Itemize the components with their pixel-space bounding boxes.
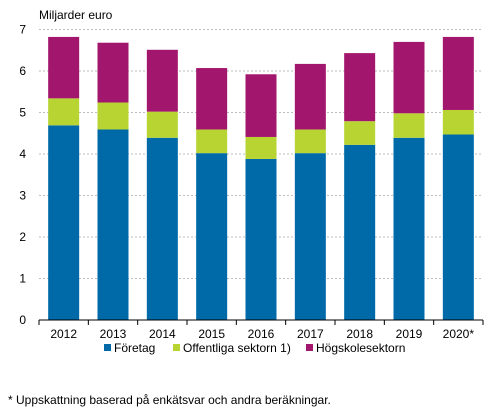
bar-segment: [146, 111, 178, 138]
legend-swatch: [173, 344, 180, 351]
x-tick-label: 2017: [297, 327, 324, 341]
bar-segment: [97, 102, 129, 130]
footnote: * Uppskattning baserad på enkätsvar och …: [8, 393, 331, 407]
bar-segment: [146, 137, 178, 320]
y-tick-label: 0: [19, 313, 26, 327]
bar-segment: [245, 158, 277, 320]
bar-segment: [344, 121, 376, 145]
x-tick-label: 2015: [198, 327, 225, 341]
legend-label: Företag: [114, 341, 155, 355]
bar-segment: [196, 129, 228, 154]
y-tick-label: 7: [19, 22, 26, 36]
legend: Företag Offentliga sektorn 1) Högskolesekt…: [104, 341, 405, 355]
bar-segment: [245, 74, 277, 137]
legend-swatch: [104, 344, 111, 351]
bar-segment: [344, 144, 376, 320]
y-tick-label: 1: [19, 271, 26, 285]
axes: 0 1 2 3 4 5 6 7 2012 2013 2014 2015 2016 2017 2018 2019…: [19, 22, 484, 341]
y-tick-label: 6: [19, 64, 26, 78]
bar-segment: [196, 153, 228, 320]
bar-segment: [344, 53, 376, 122]
bars: [48, 36, 474, 320]
legend-swatch: [306, 344, 313, 351]
x-tick-label: 2014: [149, 327, 176, 341]
x-tick-label: 2013: [100, 327, 127, 341]
x-tick-label: 2016: [248, 327, 275, 341]
x-tick-label: 2019: [396, 327, 423, 341]
legend-label: Högskolesektorn: [316, 341, 405, 355]
bar-segment: [294, 153, 326, 320]
y-tick-label: 2: [19, 230, 26, 244]
bar-segment: [294, 63, 326, 130]
bar-segment: [48, 125, 80, 320]
x-tick-label: 2012: [50, 327, 77, 341]
bar-segment: [393, 41, 425, 114]
y-unit-label: Miljarder euro: [39, 8, 113, 22]
bar-segment: [442, 109, 474, 135]
legend-label: Offentliga sektorn 1): [183, 341, 291, 355]
y-tick-label: 4: [19, 147, 26, 161]
bar-segment: [48, 36, 80, 99]
bar-segment: [393, 137, 425, 320]
y-tick-label: 3: [19, 188, 26, 202]
bar-segment: [393, 113, 425, 138]
bar-segment: [97, 129, 129, 320]
bar-segment: [442, 134, 474, 320]
bar-segment: [245, 136, 277, 159]
x-tick-label: 2018: [346, 327, 373, 341]
y-tick-label: 5: [19, 105, 26, 119]
bar-segment: [196, 68, 228, 130]
bar-segment: [48, 98, 80, 126]
x-tick-label: 2020*: [443, 327, 475, 341]
bar-segment: [294, 129, 326, 154]
bar-segment: [442, 36, 474, 110]
bar-segment: [146, 49, 178, 112]
bar-segment: [97, 42, 129, 103]
